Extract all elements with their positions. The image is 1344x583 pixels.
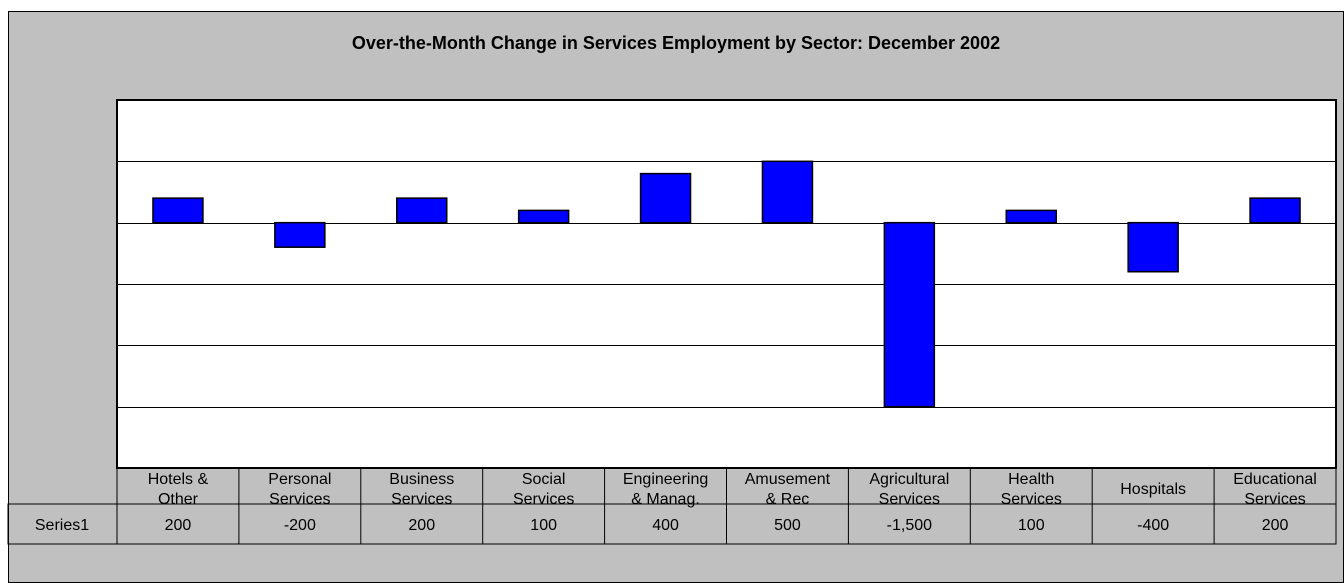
value-label: 200: [1262, 517, 1289, 534]
category-label-line: Hotels &: [148, 471, 209, 488]
category-label: Business Services: [389, 471, 454, 508]
category-label-line: Other: [158, 491, 199, 508]
value-label: 100: [530, 517, 557, 534]
bar: [883, 221, 936, 408]
category-label: Health Services: [1001, 471, 1062, 508]
category-label-line: Amusement: [745, 471, 831, 488]
bar: [1127, 221, 1179, 273]
chart-title: Over-the-Month Change in Services Employ…: [351, 33, 1001, 53]
bar: [152, 197, 204, 224]
value-label: 200: [408, 517, 435, 534]
category-label: Educational Services: [1233, 471, 1317, 508]
category-label-line: Health: [1008, 471, 1054, 488]
bar: [1005, 209, 1057, 224]
bar: [517, 209, 570, 224]
value-label: -400: [1137, 517, 1169, 534]
category-label-line: Social: [522, 471, 566, 488]
category-label: Hotels & Other: [148, 471, 209, 508]
category-label: Social Services: [513, 471, 574, 508]
category-label-line: Agricultural: [869, 471, 949, 488]
value-label: -1,500: [887, 517, 932, 534]
value-label: 400: [652, 517, 679, 534]
category-label-line: Services: [1001, 491, 1062, 508]
bar: [639, 172, 692, 224]
category-label-line: Personal: [268, 471, 331, 488]
category-label-line: Business: [389, 471, 454, 488]
value-label: 500: [774, 517, 801, 534]
category-label-line: Services: [1244, 491, 1305, 508]
category-label-line: Services: [391, 491, 452, 508]
value-label: -200: [284, 517, 316, 534]
category-label: Amusement & Rec: [745, 471, 831, 508]
category-label-line: Services: [879, 491, 940, 508]
category-label: Personal Services: [268, 471, 331, 508]
value-label: 100: [1018, 517, 1045, 534]
category-label-line: Services: [269, 491, 330, 508]
table-value-row: [7, 503, 1337, 545]
category-label-line: Hospitals: [1120, 481, 1186, 498]
category-label-line: & Manag.: [631, 491, 699, 508]
category-label: Engineering & Manag.: [623, 471, 708, 508]
category-label: Hospitals: [1120, 481, 1186, 498]
category-label-line: Engineering: [623, 471, 708, 488]
category-label-line: & Rec: [766, 491, 810, 508]
bar: [761, 160, 814, 224]
category-label: Agricultural Services: [869, 471, 949, 508]
bar: [274, 221, 326, 248]
bar: [1249, 197, 1301, 224]
series-name-label: Series1: [35, 517, 89, 534]
bar: [396, 197, 448, 224]
category-label-line: Services: [513, 491, 574, 508]
value-label: 200: [165, 517, 192, 534]
category-label-line: Educational: [1233, 471, 1317, 488]
